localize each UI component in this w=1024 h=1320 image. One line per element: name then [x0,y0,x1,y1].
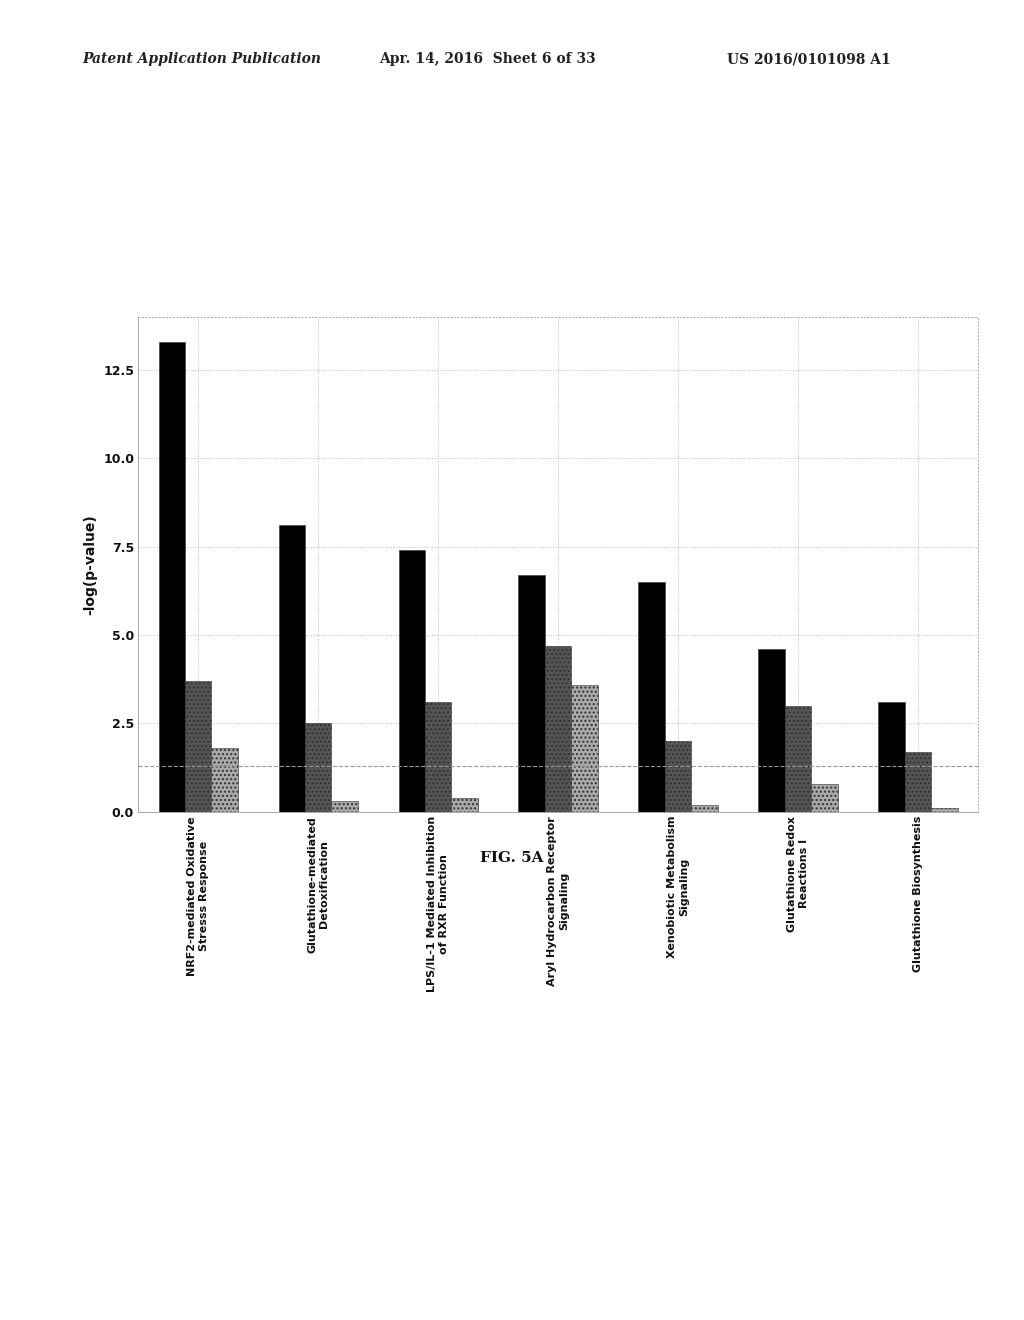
Bar [905,751,931,812]
Bar [159,342,185,812]
Y-axis label: -log(p-value): -log(p-value) [84,513,97,615]
Bar [398,550,425,812]
Bar [665,741,691,812]
Text: Apr. 14, 2016  Sheet 6 of 33: Apr. 14, 2016 Sheet 6 of 33 [379,53,596,66]
Bar [425,702,452,812]
Bar [931,808,957,812]
Bar [638,582,665,812]
Bar [759,649,784,812]
Bar [518,576,545,812]
Text: Patent Application Publication: Patent Application Publication [82,53,321,66]
Text: FIG. 5A: FIG. 5A [480,851,544,866]
Bar [279,525,305,812]
Bar [452,797,478,812]
Bar [811,784,838,812]
Bar [185,681,211,812]
Bar [305,723,332,812]
Bar [784,706,811,812]
Bar [545,645,571,812]
Bar [879,702,905,812]
Bar [571,685,598,812]
Bar [211,748,238,812]
Text: US 2016/0101098 A1: US 2016/0101098 A1 [727,53,891,66]
Bar [691,805,718,812]
Bar [332,801,357,812]
